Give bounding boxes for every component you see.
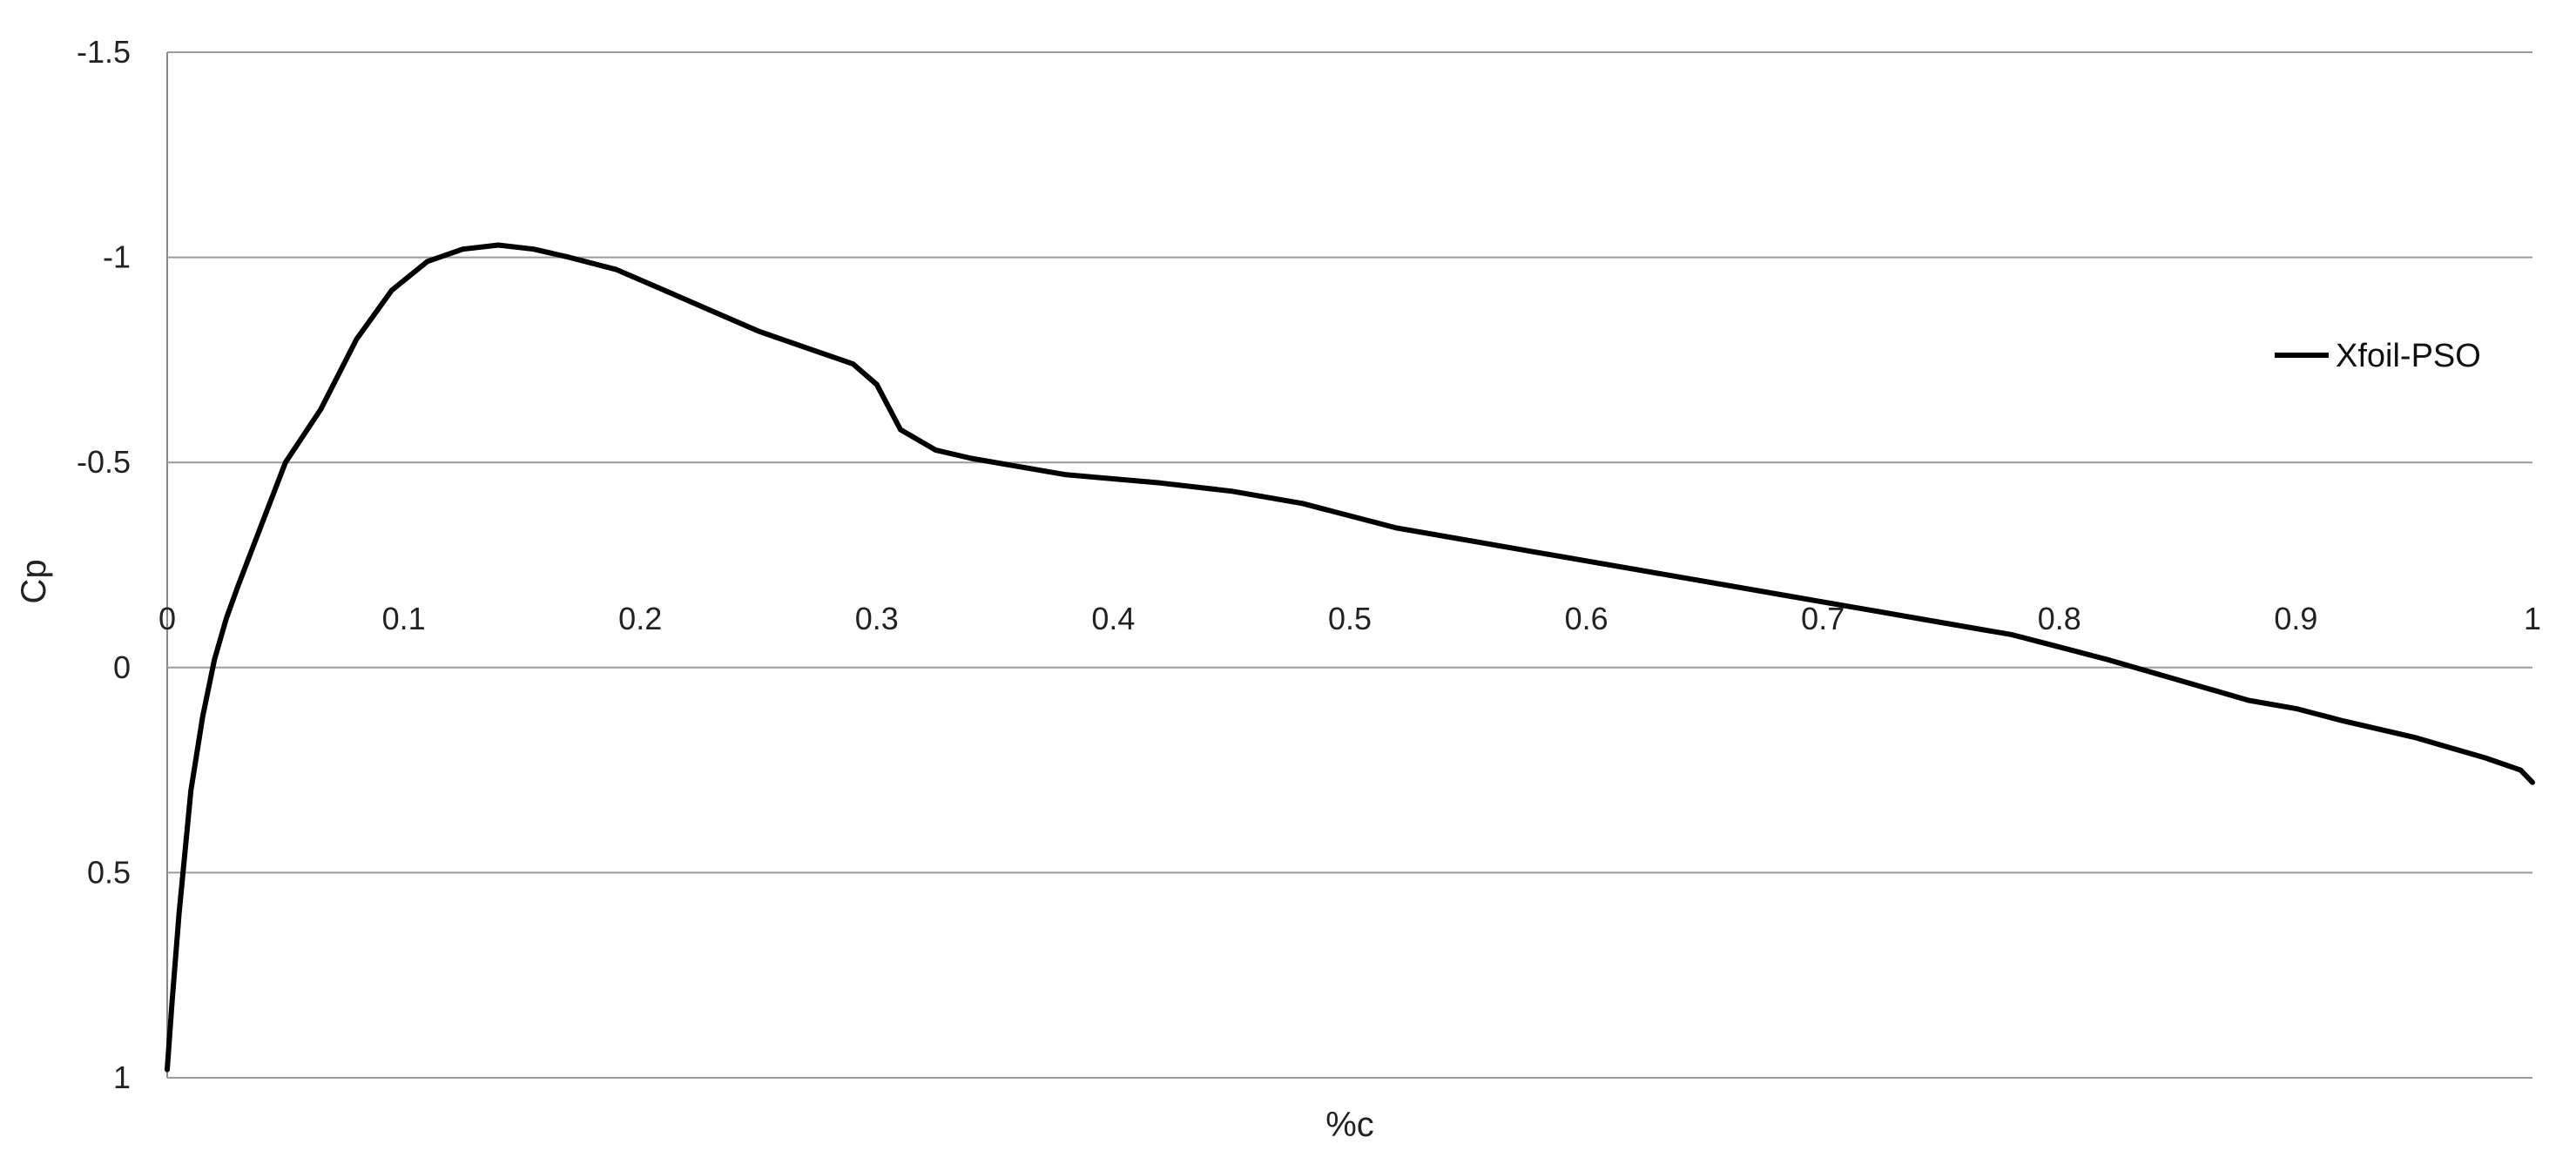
x-tick-labels: 0 0.1 0.2 0.3 0.4 0.5 0.6 0.7 0.8 0.9 1 — [158, 601, 2541, 636]
x-tick-label: 0.9 — [2274, 601, 2317, 636]
x-tick-label: 0.8 — [2038, 601, 2081, 636]
y-tick-label: -0.5 — [77, 444, 131, 480]
x-axis-label: %c — [1325, 1106, 1374, 1144]
y-tick-label: 1 — [113, 1059, 131, 1095]
y-axis-label: Cp — [15, 559, 53, 603]
x-tick-label: 0.1 — [382, 601, 426, 636]
series-line-xfoil-pso — [165, 242, 2535, 1073]
x-tick-label: 1 — [2524, 601, 2541, 636]
x-tick-label: 0.6 — [1565, 601, 1608, 636]
x-tick-label: 0 — [158, 601, 176, 636]
gridlines — [166, 51, 2532, 1079]
x-tick-label: 0.2 — [618, 601, 662, 636]
y-tick-label: -1.5 — [77, 34, 131, 70]
y-tick-label: 0.5 — [87, 854, 131, 890]
y-tick-labels: -1.5 -1 -0.5 0 0.5 1 — [77, 34, 131, 1095]
y-tick-label: -1 — [103, 239, 131, 275]
x-tick-label: 0.5 — [1328, 601, 1372, 636]
series-layer — [165, 242, 2535, 1073]
x-tick-label: 0.3 — [855, 601, 899, 636]
legend: Xfoil-PSO — [2275, 338, 2481, 374]
legend-label-xfoil-pso: Xfoil-PSO — [2336, 338, 2481, 374]
y-tick-label: 0 — [113, 649, 131, 685]
x-tick-label: 0.4 — [1091, 601, 1135, 636]
